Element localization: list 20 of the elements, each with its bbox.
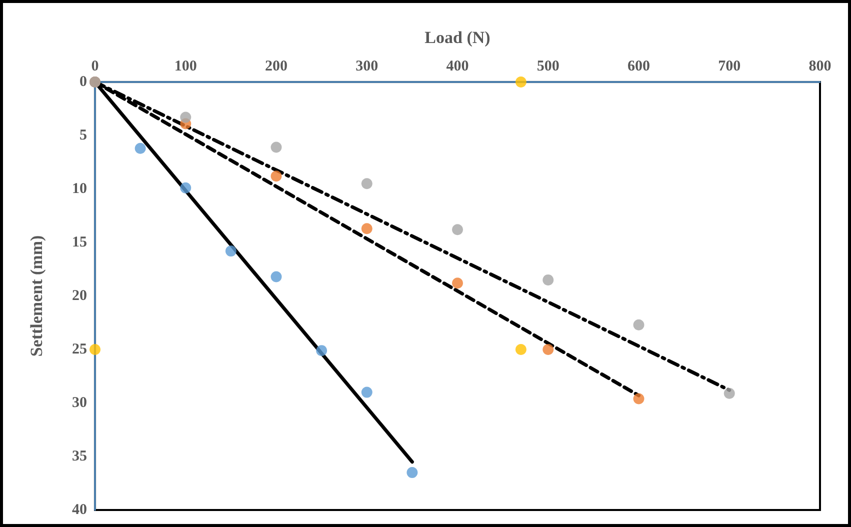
y-tick-label: 40: [72, 502, 87, 518]
y-axis-title: Settlement (mm): [27, 235, 46, 357]
x-tick-label: 100: [174, 58, 197, 74]
x-tick-label: 500: [536, 58, 560, 74]
y-tick-label: 30: [72, 395, 87, 411]
y-tick-label: 25: [72, 342, 87, 358]
y-tick-label: 0: [80, 74, 87, 90]
y-tick-label: 10: [72, 181, 87, 197]
x-tick-label: 600: [628, 58, 650, 74]
x-tick-label: 0: [91, 58, 99, 74]
x-tick-label: 200: [265, 58, 288, 74]
y-tick-label: 15: [72, 234, 87, 250]
x-tick-label: 400: [446, 58, 469, 74]
y-tick-label: 5: [80, 128, 87, 144]
y-tick-label: 20: [72, 288, 87, 304]
x-tick-label: 700: [718, 58, 741, 74]
x-axis-title: Load (N): [424, 28, 490, 47]
x-tick-label: 300: [356, 58, 378, 74]
x-tick-label: 800: [808, 58, 832, 74]
y-tick-label: 35: [72, 448, 87, 464]
